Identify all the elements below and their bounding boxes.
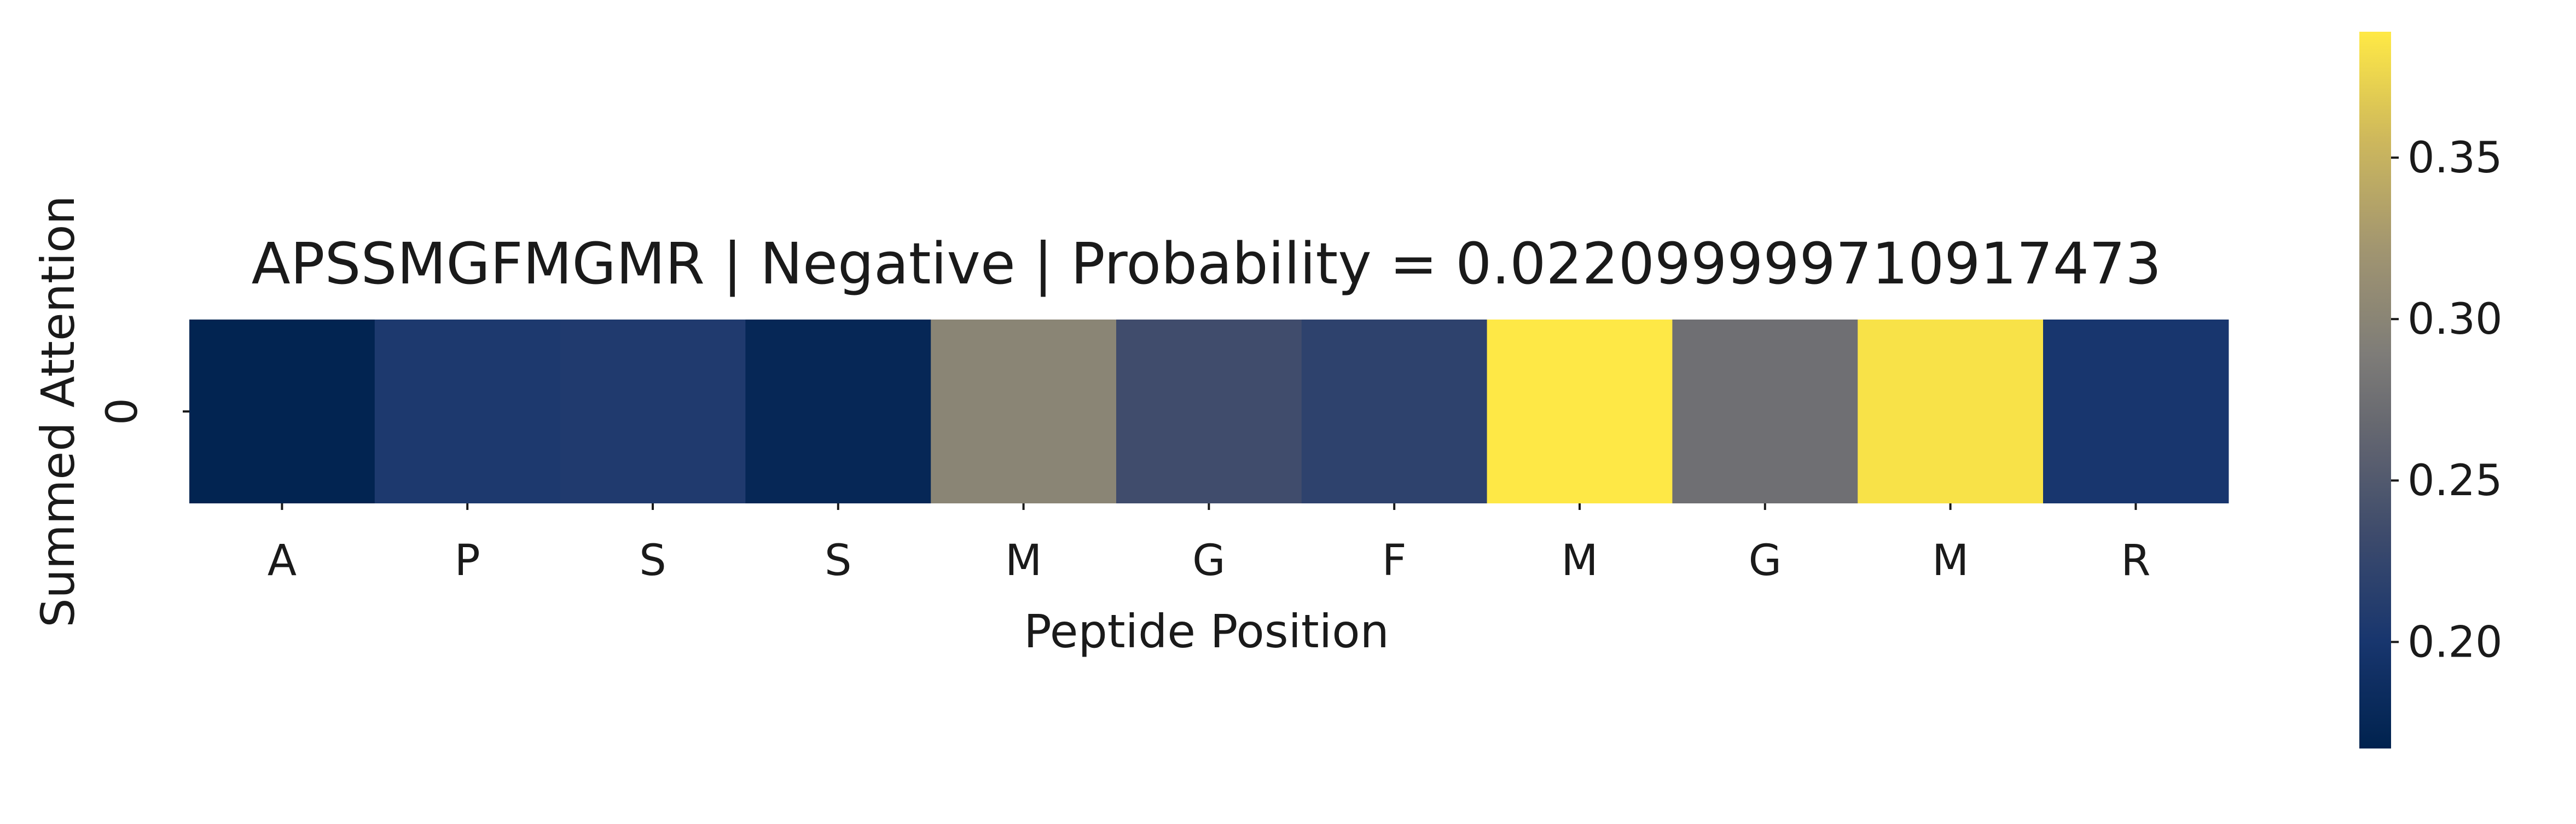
x-tick-label: S (639, 536, 666, 585)
heatmap-cells (189, 320, 2229, 503)
heatmap-cell (189, 320, 375, 503)
x-tick-label: S (825, 536, 852, 585)
heatmap-cell (1116, 320, 1302, 503)
chart-title: APSSMGFMGMR | Negative | Probability = 0… (252, 230, 2162, 297)
x-tick-label: M (1005, 536, 1042, 585)
heatmap-cell (1858, 320, 2044, 503)
x-tick-label: G (1192, 536, 1225, 585)
x-tick-label: M (1561, 536, 1598, 585)
y-axis: 0 (98, 398, 189, 425)
x-tick-label: F (1382, 536, 1407, 585)
colorbar-tick-label: 0.30 (2407, 295, 2503, 344)
heatmap-cell (745, 320, 931, 503)
heatmap-cell (931, 320, 1117, 503)
heatmap-cell (560, 320, 746, 503)
colorbar-ticks: 0.20 0.25 0.30 0.35 (2391, 134, 2503, 667)
colorbar-tick-label: 0.20 (2407, 618, 2503, 667)
colorbar-tick-label: 0.35 (2407, 134, 2503, 183)
y-tick-label: 0 (98, 398, 147, 425)
x-tick-label: M (1932, 536, 1969, 585)
x-tick-label: A (268, 536, 297, 585)
heatmap-cell (1672, 320, 1858, 503)
colorbar-tick-label: 0.25 (2407, 456, 2503, 506)
y-axis-label: Summed Attention (31, 195, 85, 628)
colorbar (2359, 32, 2391, 748)
heatmap-cell (374, 320, 561, 503)
x-tick-label: R (2121, 536, 2150, 585)
x-tick-label: G (1749, 536, 1782, 585)
heatmap-cell (1487, 320, 1673, 503)
x-axis-label: Peptide Position (1024, 605, 1389, 658)
x-tick-label: P (455, 536, 480, 585)
heatmap-cell (2043, 320, 2229, 503)
heatmap-cell (1301, 320, 1488, 503)
